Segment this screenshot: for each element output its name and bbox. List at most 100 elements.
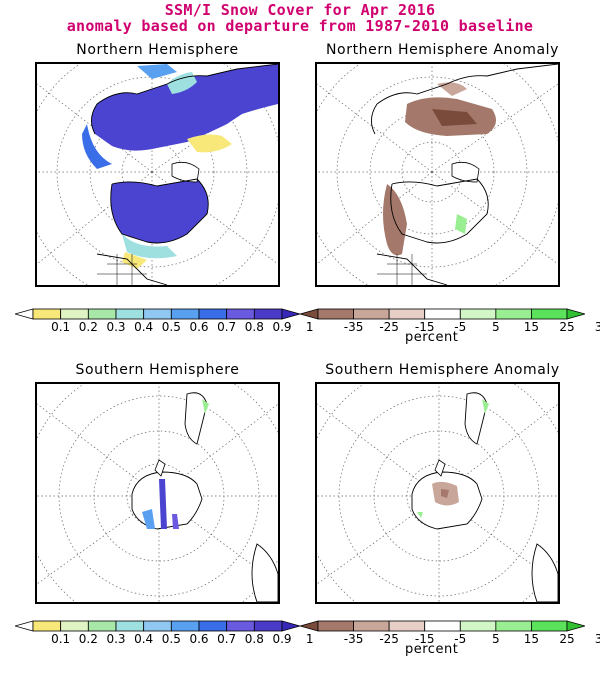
colorbar-swatch — [143, 308, 172, 320]
colorbar-tick-label: -35 — [343, 320, 364, 334]
panel-title-sh: Southern Hemisphere — [75, 362, 240, 378]
greenland — [451, 161, 480, 183]
colorbar-swatch — [317, 620, 354, 632]
colorbar-tick-label: 25 — [559, 632, 575, 646]
colorbar-svg — [300, 308, 585, 320]
africa-tip — [251, 543, 278, 602]
map-sh-anomaly — [315, 382, 560, 604]
colorbar-tick-label: 5 — [492, 320, 500, 334]
sh-anomaly-core — [441, 489, 449, 498]
colorbar-swatch — [388, 620, 426, 632]
colorbar-swatch — [87, 620, 117, 632]
eurasia-anomaly-strong — [432, 109, 477, 126]
colorbar-tick-label: 0.5 — [161, 320, 181, 334]
sh-anomaly-map-svg — [317, 384, 558, 602]
colorbar-tick-label: -25 — [379, 632, 399, 646]
colorbar-tick-label: 0.1 — [51, 320, 71, 334]
colorbar-swatch — [170, 308, 200, 320]
colorbar-tick-label: 1 — [305, 632, 314, 646]
graticule — [317, 64, 558, 285]
colorbar-tick-label: -25 — [379, 320, 399, 334]
colorbar-tick-label: -15 — [414, 320, 435, 334]
colorbar-tick-label: 0.2 — [78, 632, 98, 646]
scandinavia-snow — [137, 64, 177, 79]
colorbar-tick-label: 0.2 — [78, 320, 98, 334]
colorbar-swatch — [566, 308, 585, 320]
eurasia-snow-edge — [167, 72, 197, 94]
north-america-positive — [455, 214, 467, 234]
sh-anomaly-positive — [417, 512, 423, 518]
colorbar-tick-label: 0.6 — [189, 632, 209, 646]
colorbar-snow-cover-bottom: 0.1 0.2 0.3 0.4 0.5 0.6 0.7 0.8 0.9 1 — [15, 620, 313, 650]
colorbar-swatch — [87, 308, 117, 320]
colorbar-swatch — [300, 620, 319, 632]
africa-tip — [531, 543, 558, 602]
colorbar-tick-label: -35 — [343, 632, 364, 646]
colorbar-swatch — [60, 308, 89, 320]
colorbar-swatch — [253, 620, 283, 632]
colorbar-tick-label: 0.5 — [161, 632, 181, 646]
north-america-snow — [110, 179, 209, 243]
colorbar-tick-label: -5 — [454, 320, 467, 334]
colorbar-tick-label: 0.9 — [272, 320, 292, 334]
colorbar-swatch — [495, 308, 532, 320]
colorbar-tick-label: 0.4 — [134, 320, 154, 334]
colorbar-swatch — [459, 308, 497, 320]
colorbar-tick-label: 0.8 — [244, 632, 264, 646]
coastlines — [91, 64, 278, 285]
greenland — [171, 161, 200, 183]
map-nh-anomaly — [315, 62, 560, 287]
colorbar-snow-cover-top: 0.1 0.2 0.3 0.4 0.5 0.6 0.7 0.8 0.9 1 — [15, 308, 313, 338]
colorbar-tick-label: 35 — [594, 632, 600, 646]
colorbar-svg — [15, 620, 300, 632]
sh-snow-map-svg — [37, 384, 278, 602]
colorbar-tick-label: 0.4 — [134, 632, 154, 646]
map-nh-snow-cover — [35, 62, 280, 287]
colorbar-tick-label: 0.3 — [106, 632, 126, 646]
colorbar-swatch — [115, 308, 145, 320]
colorbar-swatch — [226, 620, 255, 632]
panel-title-sh-anomaly: Southern Hemisphere Anomaly — [325, 362, 560, 378]
antarctic-peninsula — [434, 459, 446, 477]
colorbar-swatch — [32, 308, 62, 320]
panel-title-nh: Northern Hemisphere — [76, 42, 239, 58]
colorbar-swatch — [459, 620, 497, 632]
colorbar-tick-label: 0.7 — [217, 320, 237, 334]
colorbar-tick-label: 1 — [305, 320, 314, 334]
colorbar-swatch — [495, 620, 532, 632]
colorbar-tick-label: 35 — [594, 320, 600, 334]
andes-anomaly — [482, 399, 489, 414]
colorbar-svg — [15, 308, 300, 320]
colorbar-tick-label: 0.9 — [272, 632, 292, 646]
north-america-snow-edge — [122, 234, 177, 259]
colorbar-tick-label: 0.7 — [217, 632, 237, 646]
colorbar-swatch — [60, 620, 89, 632]
colorbar-swatch — [353, 308, 390, 320]
siberia-east-snow — [82, 124, 112, 169]
colorbar-tick-label: 25 — [559, 320, 575, 334]
colorbar-tick-label: -15 — [414, 632, 435, 646]
colorbar-tick-label: 5 — [492, 632, 500, 646]
colorbar-swatch — [32, 620, 62, 632]
coastlines — [371, 64, 558, 285]
map-sh-snow-cover — [35, 382, 280, 604]
eurasia-snow — [91, 64, 278, 151]
colorbar-swatch — [15, 620, 34, 632]
map-subtitle: anomaly based on departure from 1987-201… — [66, 17, 534, 35]
colorbar-swatch — [424, 620, 461, 632]
andes-snow — [202, 399, 209, 414]
north-america-anomaly — [383, 184, 407, 256]
colorbar-swatch — [566, 620, 585, 632]
nh-anomaly-map-svg — [317, 64, 558, 285]
south-america — [184, 392, 208, 445]
colorbar-swatch — [226, 308, 255, 320]
colorbar-unit: percent — [405, 330, 459, 345]
borders — [377, 254, 427, 285]
colorbar-svg — [300, 620, 585, 632]
colorbar-swatch — [281, 620, 300, 632]
colorbar-swatch — [170, 620, 200, 632]
borders — [97, 254, 147, 285]
colorbar-anomaly-bottom: -35 -25 -15 -5 5 15 25 35 percent — [300, 620, 600, 670]
colorbar-swatch — [253, 308, 283, 320]
map-title: SSM/I Snow Cover for Apr 2016 — [164, 1, 436, 19]
